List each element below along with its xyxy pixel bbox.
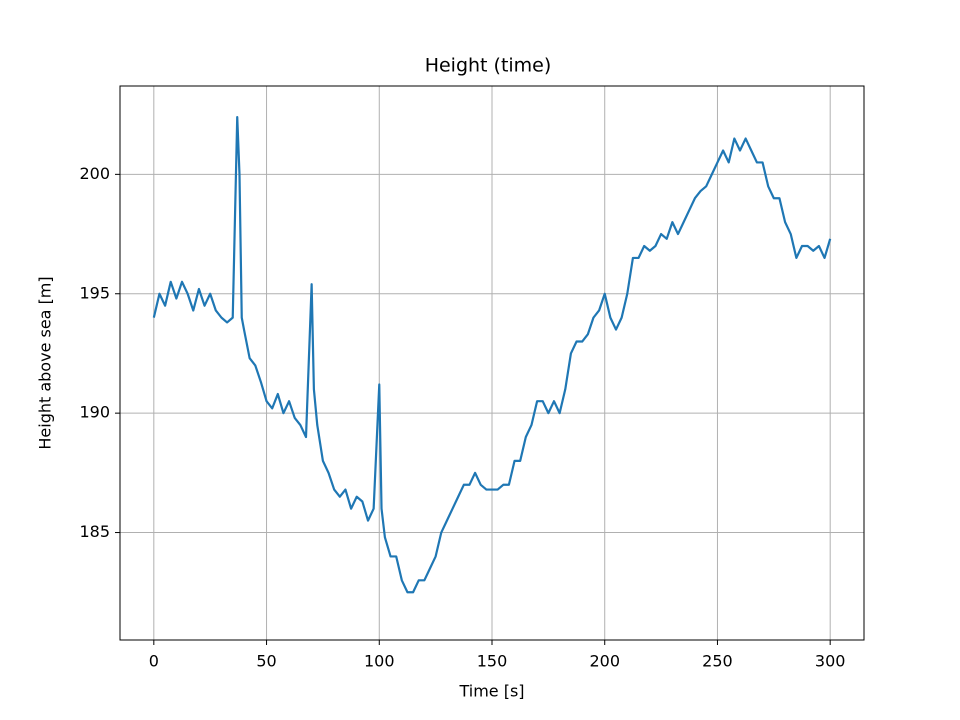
x-tick-label: 0: [149, 652, 159, 671]
chart-title: Height (time): [425, 55, 552, 77]
y-tick-label: 190: [79, 403, 110, 422]
x-tick-label: 150: [477, 652, 508, 671]
x-tick-label: 200: [589, 652, 620, 671]
x-axis-label: Time [s]: [458, 682, 524, 701]
x-tick-label: 100: [364, 652, 395, 671]
plot-frame: [119, 85, 865, 641]
x-tick-label: 250: [702, 652, 733, 671]
y-tick-label: 195: [79, 283, 110, 302]
y-tick-label: 185: [79, 522, 110, 541]
x-tick-label: 300: [815, 652, 846, 671]
y-tick-label: 200: [79, 164, 110, 183]
y-axis-label: Height above sea [m]: [36, 276, 55, 449]
x-tick-label: 50: [256, 652, 276, 671]
data-line: [152, 115, 832, 594]
